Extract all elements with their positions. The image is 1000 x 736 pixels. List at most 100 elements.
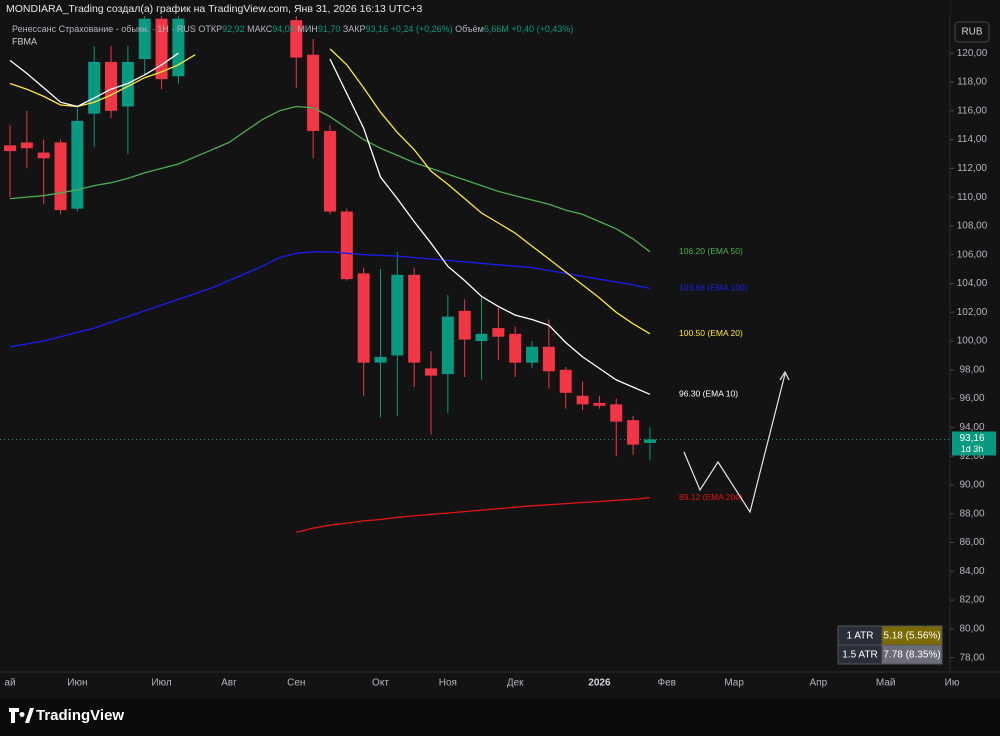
y-tick-label: 88,00 [959,508,984,519]
x-tick-label: Ноя [439,678,457,689]
countdown: 1d 3h [961,444,984,454]
candle-body [458,310,471,340]
y-tick-label: 92,00 [959,451,984,462]
candle-body [37,152,50,159]
atr-value: 5.18 (5.56%) [883,631,940,642]
y-tick-label: 78,00 [959,652,984,663]
y-tick-label: 104,00 [957,278,988,289]
candle-body [492,328,505,337]
ema-line [9,52,651,395]
price-box [952,431,996,456]
plot-area [0,0,950,534]
ema-label: 89.12 (EMA 200) [679,492,743,502]
candle-body [391,274,404,356]
x-tick-label: Фев [658,678,676,689]
ema-label: 106.20 (EMA 50) [679,246,743,256]
candle-body [307,54,320,131]
ema-label: 103.66 (EMA 100) [679,283,748,293]
legend-label: МИН [297,24,317,34]
candle-body [172,18,185,77]
axes: 120,00 118,00 116,00 114,00 112,00 110,00 108,… [4,48,996,689]
x-tick-label: 2026 [588,678,611,689]
legend-value: 93,16 [366,24,389,34]
y-tick-label: 84,00 [959,566,984,577]
projection-arrow [683,373,786,514]
candle-body [20,142,33,149]
candle-body [576,395,589,405]
candle-body [71,120,84,209]
y-tick-label: 90,00 [959,480,984,491]
y-tick-label: 100,00 [957,336,988,347]
candle-body [155,18,168,80]
x-tick-label: ай [4,678,15,689]
symbol: Ренессанс Страхование - обыкн. · 1Н · RU… [12,24,196,34]
header: MONDIARA_Trading создал(а) график на Tra… [6,3,423,15]
candle-body [290,20,303,58]
y-tick-label: 80,00 [959,623,984,634]
candle-body [593,402,606,406]
ema-line [296,496,650,534]
y-tick-label: 82,00 [959,595,984,606]
y-tick-label: 108,00 [957,221,988,232]
candle-body [105,61,118,111]
x-tick-label: Авг [221,678,237,689]
y-tick-label: 102,00 [957,307,988,318]
candle-body [88,61,101,114]
candle-body [610,404,623,422]
atr-table: 1 ATR 5.18 (5.56%) 1.5 ATR 7.78 (8.35%) [837,625,943,665]
atr-cell [881,644,943,665]
logo-text: TradingView [36,707,124,724]
y-tick-label: 96,00 [959,393,984,404]
ema-line [9,251,651,348]
legend-value: 94,00 [272,24,295,34]
arrow-head [779,370,790,381]
x-tick-label: Ию [945,678,960,689]
candle-body [475,333,488,342]
candle-body [54,142,67,211]
legend-value: 6,66M [484,24,509,34]
candle-body [138,18,151,59]
candle-body [441,316,454,375]
candle-body [374,356,387,363]
header-bar [0,0,950,16]
y-tick-label: 94,00 [959,422,984,433]
price-label: 93,16 [959,433,984,444]
atr-label: 1 ATR [846,631,873,642]
legend-value: +0,24 (+0,26%) [391,24,453,34]
legend-value: 91,70 [318,24,341,34]
ema-line [9,48,651,335]
y-tick-label: 116,00 [957,105,987,116]
x-tick-label: Дек [507,678,524,689]
y-tick-label: 86,00 [959,537,984,548]
y-tick-label: 98,00 [959,364,984,375]
x-tick-label: Июл [151,678,171,689]
candle-body [323,130,336,212]
candle-body [4,145,16,152]
legend-value: 92,92 [222,24,245,34]
y-tick-label: 118,00 [957,77,987,88]
x-tick-label: Июн [67,678,87,689]
candle-body [408,274,421,363]
legend-label: МАКС [247,24,273,34]
y-tick-label: 106,00 [957,249,988,260]
x-tick-label: Апр [809,678,827,689]
indicator: FBMA [12,36,37,46]
logo-icon [9,708,34,723]
atr-value: 7.78 (8.35%) [883,650,940,661]
x-tick-label: Сен [287,678,305,689]
candle-body [542,346,555,372]
candle-body [526,346,539,363]
atr-label: 1.5 ATR [842,650,877,661]
x-tick-label: Окт [372,678,389,689]
legend-label: ЗАКР [343,24,366,34]
ema-label: 96.30 (EMA 10) [679,389,738,399]
currency: RUB [961,27,982,38]
y-tick-label: 114,00 [957,134,987,145]
candle-body [559,369,572,393]
candle-body [340,211,353,280]
currency-box[interactable] [954,21,990,43]
legend: Ренессанс Страхование - обыкн. · 1Н · RU… [12,24,573,34]
